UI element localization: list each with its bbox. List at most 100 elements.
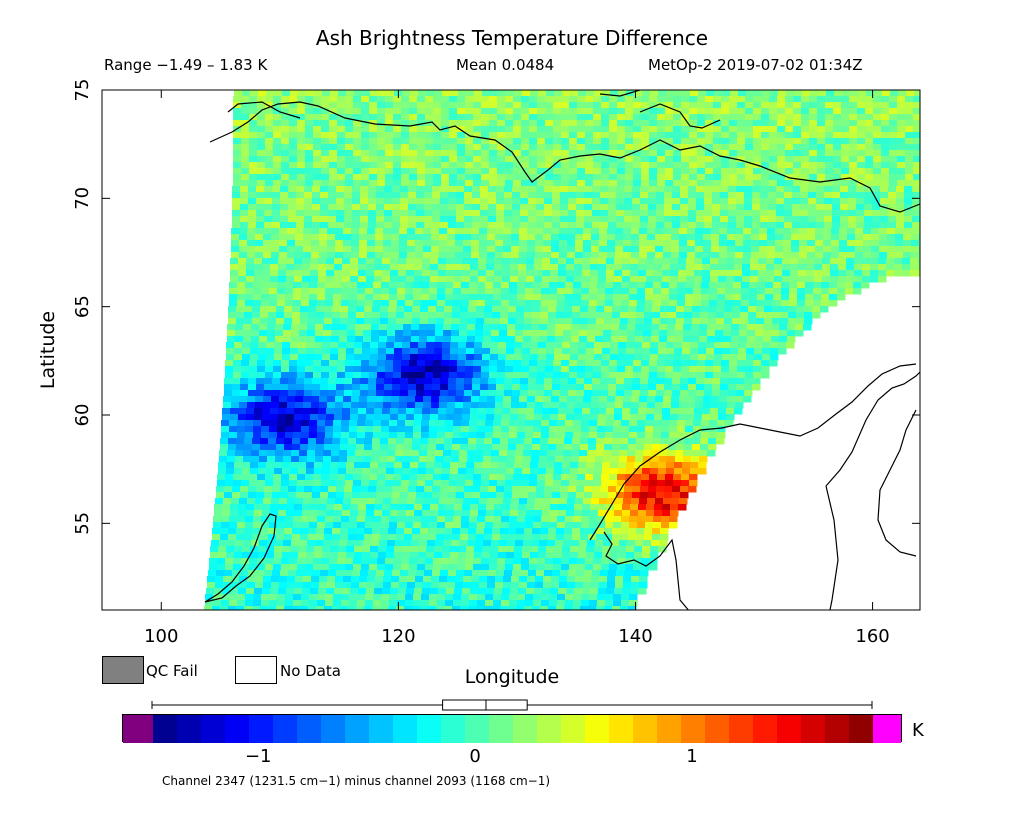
heatmap-cell bbox=[778, 348, 787, 355]
heatmap-cell bbox=[248, 192, 257, 199]
heatmap-cell bbox=[912, 192, 920, 199]
heatmap-cell bbox=[341, 300, 350, 307]
heatmap-cell bbox=[729, 372, 738, 379]
heatmap-cell bbox=[330, 348, 339, 355]
heatmap-cell bbox=[520, 204, 529, 211]
heatmap-cell bbox=[703, 228, 712, 235]
heatmap-cell bbox=[309, 426, 318, 433]
heatmap-cell bbox=[533, 282, 542, 289]
heatmap-cell bbox=[512, 390, 521, 397]
heatmap-cell bbox=[366, 258, 375, 265]
heatmap-cell bbox=[501, 288, 510, 295]
heatmap-cell bbox=[400, 390, 409, 397]
heatmap-cell bbox=[349, 420, 358, 427]
heatmap-cell bbox=[905, 126, 914, 133]
heatmap-cell bbox=[595, 456, 604, 463]
heatmap-cell bbox=[329, 366, 338, 373]
heatmap-cell bbox=[483, 450, 492, 457]
heatmap-cell bbox=[663, 396, 672, 403]
heatmap-cell bbox=[509, 282, 518, 289]
heatmap-cell bbox=[497, 144, 506, 151]
heatmap-cell bbox=[290, 342, 299, 349]
heatmap-cell bbox=[706, 354, 715, 361]
heatmap-cell bbox=[730, 90, 739, 97]
heatmap-cell bbox=[240, 204, 249, 211]
heatmap-cell bbox=[371, 336, 380, 343]
heatmap-cell bbox=[340, 438, 349, 445]
heatmap-cell bbox=[257, 132, 266, 139]
heatmap-cell bbox=[229, 432, 238, 439]
heatmap-cell bbox=[615, 396, 624, 403]
heatmap-cell bbox=[927, 228, 936, 235]
heatmap-cell bbox=[761, 96, 770, 103]
heatmap-cell bbox=[398, 264, 407, 271]
heatmap-cell bbox=[465, 150, 474, 157]
heatmap-cell bbox=[487, 228, 496, 235]
heatmap-cell bbox=[439, 234, 448, 241]
heatmap-cell bbox=[285, 300, 294, 307]
heatmap-cell bbox=[356, 444, 365, 451]
heatmap-cell bbox=[791, 234, 800, 241]
heatmap-cell bbox=[624, 192, 633, 199]
heatmap-cell bbox=[380, 438, 389, 445]
heatmap-cell bbox=[358, 276, 367, 283]
heatmap-cell bbox=[401, 96, 410, 103]
heatmap-cell bbox=[321, 114, 330, 121]
heatmap-cell bbox=[409, 120, 418, 127]
heatmap-cell bbox=[793, 162, 802, 169]
heatmap-cell bbox=[476, 438, 485, 445]
heatmap-cell bbox=[855, 246, 864, 253]
heatmap-cell bbox=[727, 228, 736, 235]
heatmap-cell bbox=[329, 96, 338, 103]
heatmap-cell bbox=[448, 390, 457, 397]
heatmap-cell bbox=[627, 456, 636, 463]
heatmap-cell bbox=[841, 120, 850, 127]
heatmap-cell bbox=[348, 306, 357, 313]
heatmap-cell bbox=[352, 192, 361, 199]
heatmap-cell bbox=[789, 282, 798, 289]
heatmap-cell bbox=[721, 180, 730, 187]
heatmap-cell bbox=[504, 198, 513, 205]
heatmap-cell bbox=[293, 432, 302, 439]
heatmap-cell bbox=[465, 372, 474, 379]
heatmap-cell bbox=[265, 132, 274, 139]
heatmap-cell bbox=[734, 276, 743, 283]
heatmap-cell bbox=[736, 216, 745, 223]
heatmap-cell bbox=[293, 300, 302, 307]
heatmap-cell bbox=[453, 426, 462, 433]
heatmap-cell bbox=[612, 312, 621, 319]
heatmap-cell bbox=[377, 180, 386, 187]
heatmap-cell bbox=[364, 312, 373, 319]
heatmap-cell bbox=[784, 216, 793, 223]
heatmap-cell bbox=[567, 252, 576, 259]
heatmap-cell bbox=[368, 210, 377, 217]
heatmap-cell bbox=[273, 180, 282, 187]
heatmap-cell bbox=[747, 324, 756, 331]
heatmap-cell bbox=[545, 168, 554, 175]
heatmap-cell bbox=[363, 330, 372, 337]
heatmap-cell bbox=[505, 114, 514, 121]
heatmap-cell bbox=[578, 90, 587, 97]
heatmap-cell bbox=[310, 414, 319, 421]
heatmap-cell bbox=[488, 216, 497, 223]
heatmap-cell bbox=[569, 120, 578, 127]
heatmap-cell bbox=[662, 276, 671, 283]
heatmap-cell bbox=[652, 438, 661, 445]
heatmap-cell bbox=[377, 168, 386, 175]
heatmap-cell bbox=[417, 114, 426, 121]
heatmap-cell bbox=[605, 420, 614, 427]
heatmap-cell bbox=[864, 192, 873, 199]
heatmap-cell bbox=[231, 246, 240, 253]
heatmap-cell bbox=[675, 336, 684, 343]
heatmap-cell bbox=[395, 324, 404, 331]
heatmap-cell bbox=[561, 120, 570, 127]
heatmap-cell bbox=[489, 138, 498, 145]
heatmap-cell bbox=[354, 462, 363, 469]
heatmap-cell bbox=[431, 228, 440, 235]
heatmap-cell bbox=[729, 138, 738, 145]
heatmap-cell bbox=[896, 186, 905, 193]
heatmap-cell bbox=[452, 306, 461, 313]
heatmap-cell bbox=[387, 330, 396, 337]
heatmap-cell bbox=[479, 240, 488, 247]
heatmap-cell bbox=[441, 174, 450, 181]
